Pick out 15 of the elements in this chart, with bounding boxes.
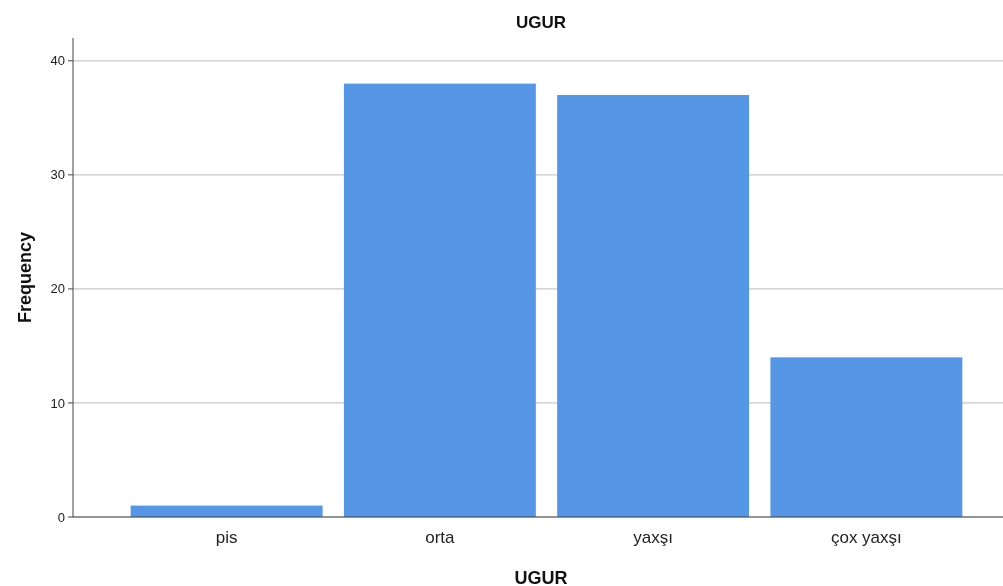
y-tick-label: 40	[50, 53, 65, 69]
y-tick-label: 0	[57, 509, 65, 525]
y-tick-label: 10	[50, 395, 65, 411]
y-axis-title: Frequency	[15, 231, 35, 324]
y-tick-label: 20	[50, 281, 65, 297]
bar	[343, 83, 536, 517]
x-tick-label: yaxşı	[633, 528, 673, 547]
x-tick-label: pis	[215, 528, 238, 547]
bar	[770, 357, 963, 517]
x-tick-label: çox yaxşı	[830, 528, 902, 547]
x-tick-label: orta	[425, 528, 456, 547]
chart-title: UGUR	[515, 13, 567, 32]
x-axis-title: UGUR	[514, 568, 568, 586]
y-tick-label: 30	[50, 167, 65, 183]
bar	[557, 95, 750, 517]
